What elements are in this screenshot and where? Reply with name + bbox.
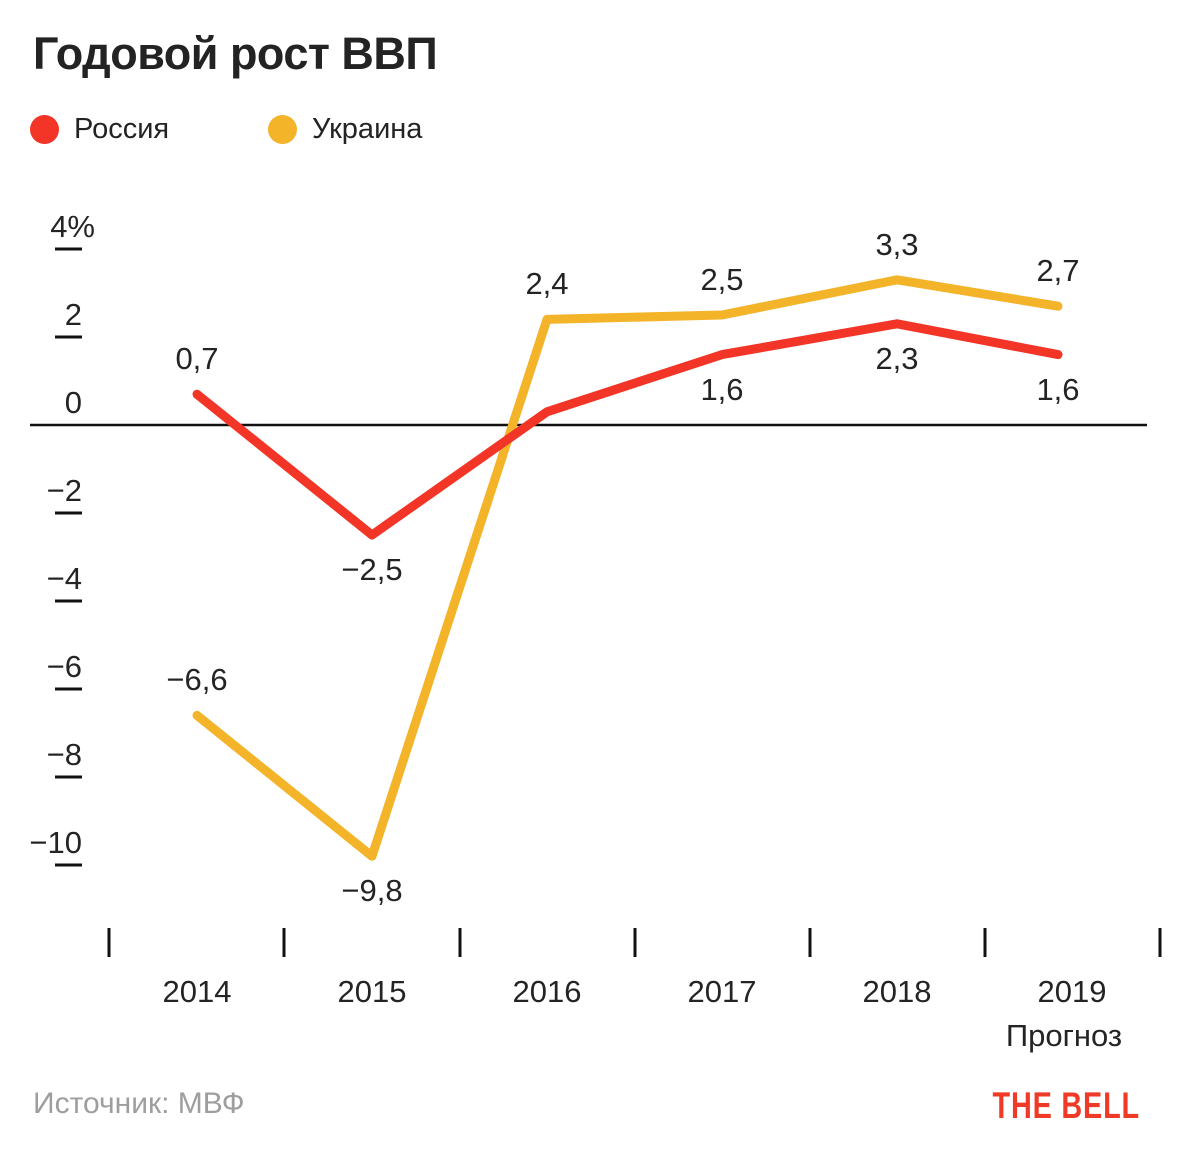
data-label-russia-2014: 0,7 — [175, 341, 219, 377]
the-bell-logo: THE BELL — [992, 1085, 1140, 1126]
data-label-russia-2019: 1,6 — [1036, 371, 1080, 407]
year-label-2014: 2014 — [162, 974, 232, 1009]
series-line-ukraine — [192, 275, 1063, 861]
data-label-russia-2017: 1,6 — [700, 371, 744, 407]
legend-item-ukraine: Украина — [268, 112, 422, 146]
russia-series-dot-icon — [30, 114, 59, 144]
year-label-2016: 2016 — [512, 974, 582, 1009]
ytick-label--10: −10 — [29, 825, 82, 860]
year-label-2015: 2015 — [337, 974, 407, 1009]
ytick-label--6: −6 — [46, 649, 82, 684]
year-label-2017: 2017 — [687, 974, 757, 1009]
ytick-label-4: 4% — [50, 209, 95, 244]
data-label-russia-2015: −2,5 — [341, 552, 403, 587]
data-label-ukraine-2014: −6,6 — [166, 662, 228, 698]
data-label-ukraine-2016: 2,4 — [525, 266, 569, 302]
data-label-russia-2018: 2,3 — [875, 340, 919, 376]
data-label-ukraine-2019: 2,7 — [1036, 253, 1080, 289]
data-label-ukraine-2018: 3,3 — [875, 226, 919, 262]
year-label-2019: 2019 — [1037, 974, 1107, 1009]
ytick-label--8: −8 — [46, 737, 82, 772]
legend-label-russia: Россия — [74, 112, 170, 145]
series-line-russia — [192, 319, 1063, 540]
ukraine-series-dot-icon — [268, 114, 297, 144]
ytick-label--2: −2 — [46, 473, 82, 508]
legend-item-russia: Россия — [30, 112, 169, 146]
ytick-label-2: 2 — [64, 297, 82, 332]
forecast-note: Прогноз — [1005, 1018, 1123, 1053]
source-note: Источник: МВФ — [33, 1087, 245, 1120]
ytick-label-0: 0 — [64, 385, 82, 420]
year-label-2018: 2018 — [862, 974, 932, 1009]
data-label-ukraine-2015: −9,8 — [341, 873, 403, 909]
data-label-ukraine-2017: 2,5 — [700, 262, 744, 297]
ytick-label--4: −4 — [46, 561, 82, 596]
chart-title: Годовой рост ВВП — [33, 28, 438, 79]
legend-label-ukraine: Украина — [312, 112, 423, 145]
